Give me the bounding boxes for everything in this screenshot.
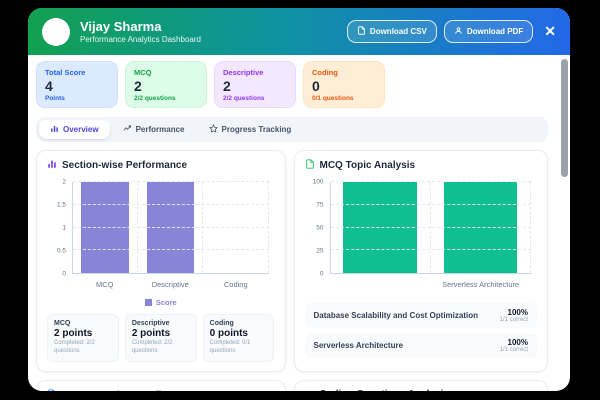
chart-bar [81,182,129,273]
modal-header: Vijay Sharma Performance Analytics Dashb… [28,8,570,55]
modal-scrollbar[interactable] [561,56,568,387]
file-icon [47,389,57,391]
card-title: Coding Questions Analysis [319,389,449,391]
mini-stat-coding: Coding 0 points Completed: 0/1 questions [202,314,275,362]
mini-stat-mcq: MCQ 2 points Completed: 2/2 questions [47,314,119,362]
x-axis-label: MCQ [96,280,114,289]
modal-scrollbar-thumb[interactable] [561,59,568,177]
code-icon: <> [305,389,316,391]
stats-row: Total Score 4 Points MCQ 2 2/2 questions… [36,61,548,108]
chart-bar-slot [138,182,204,273]
stat-card-mcq: MCQ 2 2/2 questions [125,61,207,108]
mcq-topic-chart: 0 25 50 75 100 Serverless Architecture [305,178,538,296]
analytics-dashboard-modal: Vijay Sharma Performance Analytics Dashb… [28,8,570,391]
stat-card-total-score: Total Score 4 Points [36,61,118,108]
stat-card-descriptive: Descriptive 2 2/2 questions [214,61,296,108]
stat-card-coding: Coding 0 0/1 questions [303,61,385,108]
page-title: Performance Analytics Dashboard [80,35,201,45]
chart-bar-slot [203,182,269,273]
x-axis-label: Serverless Architecture [442,280,520,289]
x-axis-label [330,280,431,289]
mini-stats-row: MCQ 2 points Completed: 2/2 questions De… [47,314,275,362]
card-title: MCQ Topic Analysis [319,160,416,171]
header-titles: Vijay Sharma Performance Analytics Dashb… [80,19,201,44]
close-button[interactable]: ✕ [544,23,556,39]
section-performance-card: Section-wise Performance 0 0.5 1 1.5 2 MCQ Des… [36,150,286,372]
mcq-question-details-card: MCQ Question Details Q1: Your API servic… [36,380,286,391]
topic-list: Database Scalability and Cost Optimizati… [304,303,537,358]
star-icon [208,124,218,135]
download-pdf-button[interactable]: Download PDF [443,20,534,43]
topic-row: Serverless Architecture 100% 1/1 correct [304,333,537,358]
chart-bar [343,182,417,273]
chart-legend: Score [47,298,275,307]
topic-row: Database Scalability and Cost Optimizati… [304,303,537,328]
user-file-icon [454,26,463,37]
legend-label: Score [155,298,177,307]
mcq-topic-analysis-card: MCQ Topic Analysis 0 25 50 75 100 Serverless … [293,150,548,372]
coding-questions-card: <> Coding Questions Analysis You are dev… [293,380,548,391]
chart-bar [146,182,194,273]
chart-bar-slot [73,182,139,273]
bar-chart-icon [47,159,57,172]
mini-stat-descriptive: Descriptive 2 points Completed: 2/2 ques… [124,314,197,362]
download-csv-button[interactable]: Download CSV [346,20,437,43]
bar-chart-icon [50,124,59,135]
legend-swatch [144,299,152,306]
tab-performance[interactable]: Performance [112,120,196,139]
card-title: MCQ Question Details [62,390,167,391]
tab-bar: Overview Performance Progress Tracking [36,117,548,142]
tab-progress-tracking[interactable]: Progress Tracking [198,120,303,139]
file-download-icon [357,26,366,37]
x-axis-label: Descriptive [151,280,189,289]
x-axis-label: Coding [223,280,248,289]
chart-bar-slot [331,182,431,273]
section-performance-chart: 0 0.5 1 1.5 2 MCQ Descriptive Coding [47,178,275,296]
trend-icon [122,124,132,135]
card-title: Section-wise Performance [62,160,188,171]
avatar [42,17,70,46]
file-icon [305,159,315,172]
chart-bar [443,182,518,273]
tab-overview[interactable]: Overview [39,120,110,139]
user-name: Vijay Sharma [80,18,162,34]
chart-bar-slot [431,182,531,273]
